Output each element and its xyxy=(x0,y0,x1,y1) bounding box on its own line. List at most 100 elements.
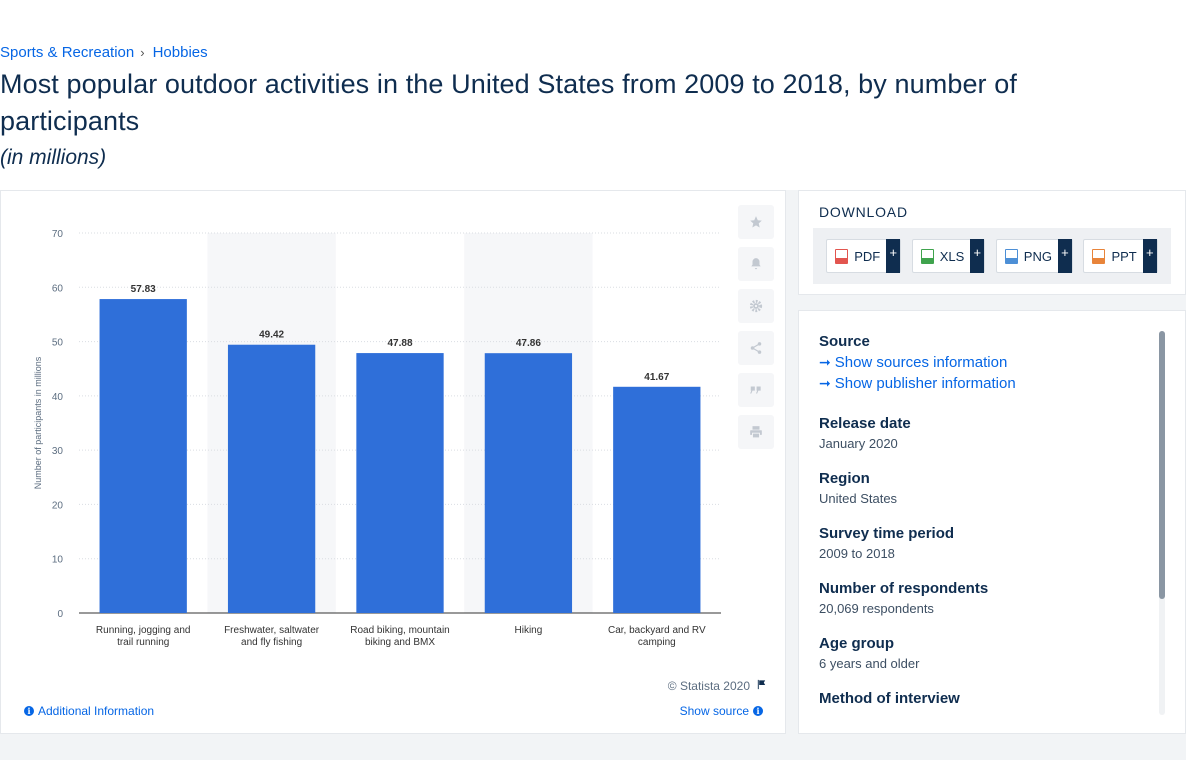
statista-credit: © Statista 2020 xyxy=(668,679,767,693)
download-xls-button[interactable]: XLS + xyxy=(911,239,986,273)
download-ppt-label: PPT xyxy=(1111,248,1137,264)
y-tick-label: 60 xyxy=(52,283,64,294)
print-icon[interactable] xyxy=(738,415,774,449)
y-axis-label: Number of participants in millions xyxy=(33,356,43,489)
breadcrumb: Sports & Recreation › Hobbies xyxy=(0,44,208,61)
breadcrumb-item-hobbies[interactable]: Hobbies xyxy=(152,44,208,61)
png-file-icon xyxy=(1004,248,1018,264)
arrow-right-icon: ➞ xyxy=(819,375,831,391)
xls-file-icon xyxy=(920,248,934,264)
source-label: Source xyxy=(819,333,870,350)
arrow-right-icon: ➞ xyxy=(819,354,831,370)
show-publisher-label: Show publisher information xyxy=(834,375,1016,392)
download-pdf-label: PDF xyxy=(854,248,881,264)
respondents-section: Number of respondents 20,069 respondents xyxy=(819,580,1149,616)
release-date-value: January 2020 xyxy=(819,436,898,451)
download-buttons: PDF + XLS + PNG + PPT + xyxy=(813,228,1171,284)
scrollbar-thumb[interactable] xyxy=(1159,331,1165,599)
bar-chart: 0 10 20 30 40 50 60 70 Number of participants in… xyxy=(33,229,721,648)
breadcrumb-item-sports[interactable]: Sports & Recreation xyxy=(0,44,135,61)
source-section: Source ➞ Show sources information ➞ Show… xyxy=(819,333,1149,392)
y-tick-label: 20 xyxy=(52,500,64,511)
release-date-label: Release date xyxy=(819,415,911,432)
scrollbar[interactable] xyxy=(1159,331,1165,715)
source-panel: Source ➞ Show sources information ➞ Show… xyxy=(798,310,1186,734)
bar xyxy=(227,344,316,613)
bar xyxy=(613,386,701,613)
show-publisher-link[interactable]: ➞ Show publisher information xyxy=(819,375,1149,392)
additional-information-link[interactable]: i Additional Information xyxy=(20,704,154,718)
data-label: 49.42 xyxy=(259,330,284,341)
credit-text: © Statista 2020 xyxy=(667,679,750,693)
x-tick-label: camping xyxy=(638,637,676,648)
interview-method-label: Method of interview xyxy=(819,690,960,707)
page-title: Most popular outdoor activities in the U… xyxy=(0,69,1017,136)
age-group-section: Age group 6 years and older xyxy=(819,635,1149,671)
show-sources-label: Show sources information xyxy=(834,354,1008,371)
download-ppt-button[interactable]: PPT + xyxy=(1083,239,1158,273)
respondents-value: 20,069 respondents xyxy=(819,601,934,616)
download-png-plus[interactable]: + xyxy=(1057,239,1072,273)
age-group-label: Age group xyxy=(819,635,894,652)
quote-icon[interactable] xyxy=(738,373,774,407)
download-title: DOWNLOAD xyxy=(819,204,908,220)
respondents-label: Number of respondents xyxy=(819,580,989,597)
x-tick-label: Freshwater, saltwater xyxy=(224,625,320,636)
survey-period-value: 2009 to 2018 xyxy=(819,546,895,561)
chart-panel: 0 10 20 30 40 50 60 70 Number of participants in… xyxy=(0,190,786,734)
x-tick-label: Road biking, mountain xyxy=(350,625,450,636)
download-pdf-plus[interactable]: + xyxy=(886,239,901,273)
breadcrumb-separator: › xyxy=(140,45,145,60)
show-sources-link[interactable]: ➞ Show sources information xyxy=(819,354,1149,371)
bar xyxy=(356,353,444,613)
y-tick-label: 30 xyxy=(52,446,64,457)
page-header: Sports & Recreation › Hobbies Most popul… xyxy=(0,40,1186,190)
chart-toolbar xyxy=(738,205,774,457)
show-source-label: Show source xyxy=(679,704,749,718)
bell-icon[interactable] xyxy=(738,247,774,281)
additional-information-label: Additional Information xyxy=(38,704,155,718)
info-icon: i xyxy=(753,706,763,716)
region-section: Region United States xyxy=(819,470,1149,506)
x-tick-label: Hiking xyxy=(515,625,543,636)
release-date-section: Release date January 2020 xyxy=(819,415,1149,451)
bar xyxy=(484,353,573,613)
survey-period-label: Survey time period xyxy=(819,525,955,542)
bar xyxy=(99,299,187,613)
y-tick-label: 0 xyxy=(57,609,63,620)
data-label: 57.83 xyxy=(131,284,156,295)
download-png-button[interactable]: PNG + xyxy=(995,239,1073,273)
download-panel: DOWNLOAD PDF + XLS + PNG + PPT + xyxy=(798,190,1186,295)
pdf-file-icon xyxy=(835,248,849,264)
ppt-file-icon xyxy=(1092,248,1106,264)
flag-icon[interactable] xyxy=(756,679,767,693)
x-tick-label: Running, jogging and xyxy=(96,625,191,636)
download-xls-label: XLS xyxy=(939,248,965,264)
x-tick-label: trail running xyxy=(117,637,169,648)
x-tick-label: Car, backyard and RV xyxy=(608,625,706,636)
age-group-value: 6 years and older xyxy=(819,656,920,671)
y-tick-label: 40 xyxy=(52,392,64,403)
page-subtitle: (in millions) xyxy=(0,146,107,169)
top-bar xyxy=(0,0,1186,40)
survey-period-section: Survey time period 2009 to 2018 xyxy=(819,525,1149,561)
y-tick-label: 70 xyxy=(52,229,64,240)
share-icon[interactable] xyxy=(738,331,774,365)
download-pdf-button[interactable]: PDF + xyxy=(826,239,902,273)
download-png-label: PNG xyxy=(1023,248,1052,264)
y-tick-label: 10 xyxy=(52,555,64,566)
data-label: 41.67 xyxy=(644,372,669,383)
data-label: 47.88 xyxy=(387,338,412,349)
download-xls-plus[interactable]: + xyxy=(970,239,985,273)
x-tick-label: biking and BMX xyxy=(365,637,435,648)
show-source-link[interactable]: Show source i xyxy=(680,704,767,718)
download-ppt-plus[interactable]: + xyxy=(1142,239,1157,273)
gear-icon[interactable] xyxy=(738,289,774,323)
x-tick-label: and fly fishing xyxy=(241,637,302,648)
info-icon: i xyxy=(24,706,34,716)
region-value: United States xyxy=(819,491,898,506)
data-label: 47.86 xyxy=(516,338,541,349)
star-icon[interactable] xyxy=(738,205,774,239)
y-tick-label: 50 xyxy=(52,338,64,349)
interview-method-section: Method of interview xyxy=(819,690,1149,707)
